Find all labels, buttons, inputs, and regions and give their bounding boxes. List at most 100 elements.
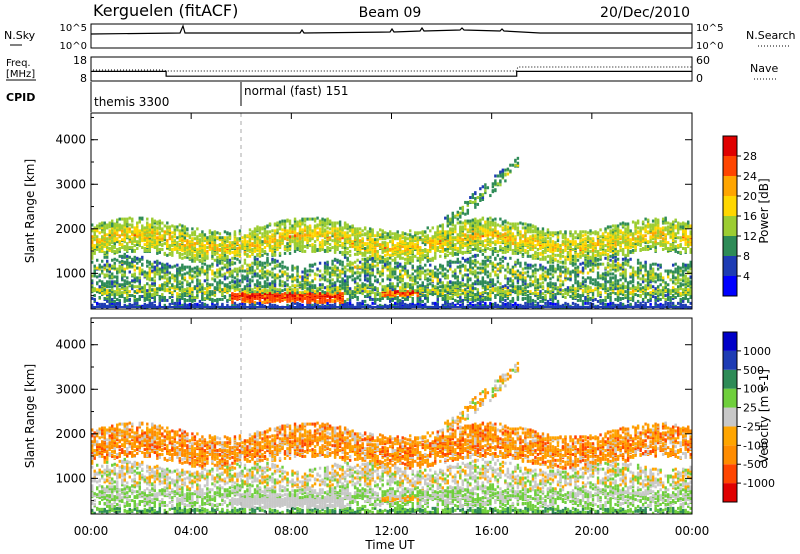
echo-cell: [429, 292, 432, 296]
echo-cell: [343, 253, 347, 257]
echo-cell: [444, 241, 447, 245]
echo-cell: [116, 247, 119, 251]
echo-cell: [406, 295, 409, 299]
echo-cell: [108, 299, 111, 303]
echo-cell: [153, 265, 157, 269]
echo-cell: [451, 260, 454, 264]
echo-cell: [96, 281, 99, 285]
echo-cell: [419, 260, 422, 264]
echo-cell: [158, 231, 162, 235]
echo-cell: [208, 243, 212, 247]
echo-cell: [196, 265, 199, 269]
echo-cell: [111, 293, 114, 297]
echo-cell: [321, 247, 324, 251]
echo-cell: [103, 255, 106, 259]
echo-cell: [348, 298, 352, 302]
echo-cell: [176, 236, 179, 240]
echo-cell: [301, 270, 304, 274]
echo-cell: [143, 226, 146, 230]
echo-cell: [366, 242, 369, 246]
echo-cell: [416, 247, 419, 251]
echo-cell: [271, 245, 274, 249]
echo-cell: [126, 230, 129, 234]
echo-cell: [431, 269, 434, 273]
echo-cell: [253, 290, 257, 294]
echo-cell: [366, 235, 369, 239]
echo-cell: [221, 302, 224, 306]
echo-cell: [293, 288, 297, 292]
echo-cell: [116, 301, 119, 305]
echo-cell: [148, 246, 151, 250]
echo-cell: [278, 275, 282, 279]
echo-cell: [451, 270, 454, 274]
echo-cell: [464, 244, 467, 248]
echo-cell: [128, 283, 131, 287]
echo-cell: [333, 244, 337, 248]
echo-cell: [131, 223, 134, 227]
echo-cell: [151, 282, 154, 286]
echo-cell: [181, 292, 184, 296]
echo-cell: [171, 295, 174, 299]
echo-cell: [123, 233, 126, 237]
echo-cell: [158, 225, 162, 229]
echo-cell: [298, 240, 302, 244]
echo-cell: [148, 223, 151, 227]
echo-cell: [91, 260, 94, 264]
echo-cell: [141, 270, 144, 274]
echo-cell: [161, 265, 164, 269]
echo-cell: [211, 272, 214, 276]
echo-cell: [203, 248, 207, 252]
echo-cell: [356, 243, 359, 247]
echo-cell: [308, 273, 312, 277]
echo-cell: [186, 283, 189, 287]
echo-cell: [388, 303, 392, 307]
echo-cell: [446, 236, 449, 240]
echo-cell: [151, 262, 154, 266]
echo-cell: [126, 286, 129, 290]
echo-cell: [208, 239, 212, 243]
echo-cell: [308, 244, 312, 248]
echo-cell: [396, 230, 399, 234]
echo-cell: [346, 240, 349, 244]
echo-cell: [101, 230, 104, 234]
echo-cell: [343, 289, 347, 293]
echo-cell: [176, 292, 179, 296]
echo-cell: [353, 229, 357, 233]
echo-cell: [439, 263, 442, 267]
echo-cell: [91, 229, 94, 233]
echo-cell: [446, 269, 449, 273]
echo-cell: [236, 248, 239, 252]
echo-cell: [233, 283, 237, 287]
echo-cell: [341, 231, 344, 235]
echo-cell: [138, 276, 141, 280]
echo-cell: [296, 247, 299, 251]
echo-cell: [196, 270, 199, 274]
echo-cell: [436, 268, 439, 272]
echo-cell: [166, 284, 169, 288]
echo-cell: [178, 303, 182, 307]
echo-cell: [281, 260, 284, 264]
echo-cell: [191, 267, 194, 271]
echo-cell: [226, 298, 229, 302]
echo-cell: [451, 236, 454, 240]
echo-cell: [236, 241, 239, 245]
echo-cell: [401, 268, 404, 272]
echo-cell: [326, 287, 329, 291]
echo-cell: [333, 221, 337, 225]
echo-cell: [216, 283, 219, 287]
echo-cell: [203, 279, 207, 283]
echo-cell: [318, 230, 322, 234]
echo-cell: [396, 290, 399, 294]
echo-cell: [316, 223, 319, 227]
echo-cell: [133, 290, 136, 294]
echo-cell: [459, 260, 462, 264]
echo-cell: [186, 271, 189, 275]
echo-cell: [401, 289, 404, 293]
echo-cell: [391, 282, 394, 286]
echo-cell: [206, 295, 209, 299]
echo-cell: [361, 229, 364, 233]
echo-cell: [321, 283, 324, 287]
echo-cell: [286, 299, 289, 303]
echo-cell: [446, 217, 449, 221]
echo-cell: [146, 292, 149, 296]
